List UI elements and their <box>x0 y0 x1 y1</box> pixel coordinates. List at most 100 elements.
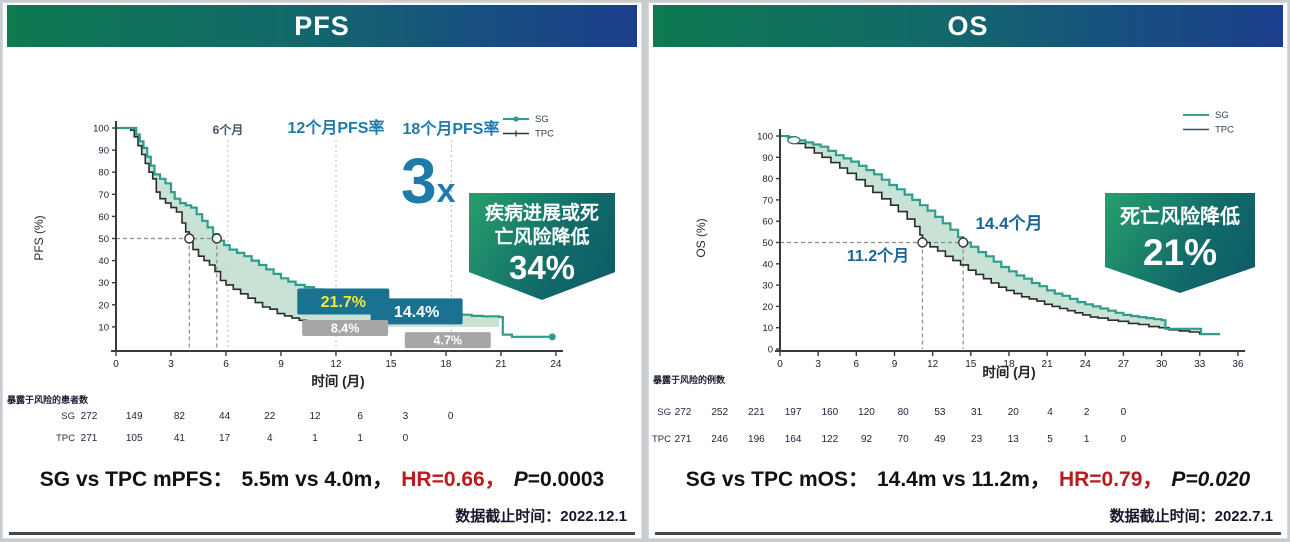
y-tick-label: 70 <box>762 195 773 206</box>
y-tick-label: 30 <box>762 281 773 292</box>
pfs-summary-pvalue: P=0.0003 <box>513 468 605 491</box>
y-tick-label: 100 <box>93 124 109 135</box>
legend-label: TPC <box>535 129 554 140</box>
at-risk-value: 120 <box>858 407 875 418</box>
y-tick-label: 20 <box>98 300 109 311</box>
y-tick-label: 100 <box>757 132 773 143</box>
tpc-curve <box>116 127 326 327</box>
os-header: OS <box>653 5 1283 47</box>
chart-annotation: 12个月PFS率 <box>288 118 385 137</box>
y-tick-label: 70 <box>98 190 109 201</box>
pfs-bottom-rule <box>9 532 635 535</box>
y-tick-label: 80 <box>98 168 109 179</box>
at-risk-value: 5 <box>1047 434 1053 445</box>
at-risk-value: 164 <box>785 434 802 445</box>
x-tick-label: 27 <box>1118 359 1130 370</box>
at-risk-value: 70 <box>898 434 910 445</box>
y-axis-title: OS (%) <box>694 218 708 257</box>
x-tick-label: 9 <box>278 359 284 370</box>
y-tick-label: 50 <box>762 238 773 249</box>
x-axis-title: 时间 (月) <box>311 373 364 389</box>
at-risk-value: 20 <box>1008 407 1020 418</box>
at-risk-value: 122 <box>821 434 838 445</box>
at-risk-value: 221 <box>748 407 765 418</box>
x-tick-label: 15 <box>965 359 977 370</box>
rate-badge <box>297 288 390 315</box>
at-risk-row-name: SG <box>657 407 671 418</box>
pfs-summary-hr: HR=0.66， <box>401 468 506 491</box>
legend-label: SG <box>535 114 549 125</box>
at-risk-table-label: 暴露于风险的例数 <box>652 374 726 385</box>
os-banner-text: 死亡风险降低 <box>1120 206 1240 228</box>
x-tick-label: 36 <box>1232 359 1244 370</box>
y-tick-label: 40 <box>762 259 773 270</box>
y-tick-label: 30 <box>98 278 109 289</box>
at-risk-value: 196 <box>748 434 765 445</box>
at-risk-value: 82 <box>174 411 186 422</box>
y-axis-title: PFS (%) <box>32 215 46 260</box>
chart-annotation: 18个月PFS率 <box>403 119 500 138</box>
at-risk-value: 53 <box>934 407 946 418</box>
at-risk-value: 3 <box>403 411 409 422</box>
y-tick-label: 40 <box>98 256 109 267</box>
at-risk-value: 149 <box>126 411 143 422</box>
at-risk-value: 272 <box>675 407 692 418</box>
at-risk-value: 160 <box>821 407 838 418</box>
at-risk-value: 0 <box>1121 434 1127 445</box>
legend-dot-marker <box>513 116 519 122</box>
at-risk-table-label: 暴露于风险的患者数 <box>6 394 89 405</box>
pfs-km-chart: 21.7%14.4%8.4%4.7%1020304050607080901000… <box>6 114 563 444</box>
at-risk-value: 1 <box>1084 434 1090 445</box>
pfs-multiplier-number: 3 <box>401 145 437 217</box>
y-tick-label: 80 <box>762 174 773 185</box>
pfs-panel: PFS 21.7% 14.4% 8.4% 4.7% 10 20 30 40 50 60 70 80 90… <box>2 2 642 539</box>
at-risk-row-name: TPC <box>56 433 75 444</box>
pfs-banner-percent: 34% <box>508 248 576 286</box>
at-risk-value: 41 <box>174 433 186 444</box>
y-tick-label: 10 <box>762 323 773 334</box>
x-tick-label: 12 <box>330 359 342 370</box>
y-tick-label: 10 <box>98 322 109 333</box>
y-tick-label: 90 <box>98 146 109 157</box>
at-risk-value: 271 <box>675 434 692 445</box>
at-risk-value: 12 <box>309 411 321 422</box>
y-tick-label: 60 <box>762 217 773 228</box>
y-tick-label: 60 <box>98 212 109 223</box>
x-tick-label: 30 <box>1156 359 1168 370</box>
os-data-cutoff: 数据截止时间：2022.7.1 <box>1109 508 1273 525</box>
os-title: OS <box>947 10 989 41</box>
chart-annotation: 6个月 <box>213 122 244 137</box>
x-tick-label: 12 <box>927 359 939 370</box>
at-risk-row-name: SG <box>61 411 75 422</box>
pfs-banner-text-line1: 疾病进展或死 <box>484 203 599 224</box>
chart-annotation: 11.2个月 <box>847 246 909 265</box>
at-risk-value: 2 <box>1084 407 1090 418</box>
at-risk-value: 31 <box>971 407 983 418</box>
os-summary-hr: HR=0.79， <box>1058 468 1164 491</box>
at-risk-value: 4 <box>1047 407 1053 418</box>
y-tick-label: 20 <box>762 302 773 313</box>
at-risk-row-name: TPC <box>652 434 671 445</box>
x-tick-label: 24 <box>1080 359 1092 370</box>
x-tick-label: 21 <box>495 359 507 370</box>
pfs-header: PFS <box>7 5 637 47</box>
os-bottom-rule <box>655 532 1281 535</box>
at-risk-value: 271 <box>81 433 98 444</box>
y-tick-label: 90 <box>762 153 773 164</box>
x-tick-label: 9 <box>892 359 898 370</box>
os-summary-label: SG vs TPC mOS： <box>685 468 869 491</box>
sg-curve <box>780 134 1221 336</box>
rate-badge-label: 14.4% <box>394 304 439 321</box>
pfs-banner-text-line2: 亡风险降低 <box>494 226 590 248</box>
at-risk-value: 22 <box>264 411 276 422</box>
rate-badge <box>302 320 389 337</box>
at-risk-value: 80 <box>898 407 910 418</box>
at-risk-value: 44 <box>219 411 231 422</box>
at-risk-value: 272 <box>81 411 98 422</box>
at-risk-value: 1 <box>357 433 363 444</box>
at-risk-value: 13 <box>1008 434 1020 445</box>
y-tick-label: 50 <box>98 234 109 245</box>
x-tick-label: 18 <box>1003 359 1015 370</box>
x-tick-label: 18 <box>440 359 452 370</box>
